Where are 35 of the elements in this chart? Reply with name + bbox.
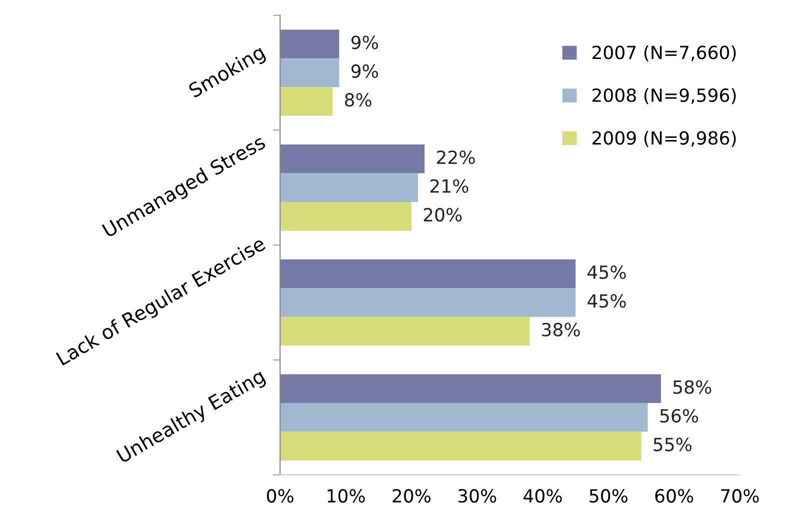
data-label: 58% (673, 380, 712, 394)
legend-label: 2009 (N=9,986) (592, 130, 736, 147)
x-tick-label: 0% (266, 489, 294, 503)
bar (280, 403, 648, 432)
x-tick-label: 30% (458, 489, 496, 503)
bar (280, 288, 576, 317)
data-label: 45% (588, 294, 626, 308)
bar (280, 144, 425, 174)
bar (280, 259, 576, 288)
x-tick-label: 60% (655, 489, 694, 503)
data-label: 21% (430, 179, 468, 193)
data-label: 8% (344, 93, 372, 107)
legend-label: 2007 (N=7,660) (592, 45, 736, 62)
bar (280, 173, 418, 202)
data-label: 22% (436, 150, 475, 164)
bar (280, 432, 642, 460)
bar (280, 316, 530, 346)
bar (280, 30, 340, 58)
x-tick-label: 40% (524, 489, 562, 503)
bar (280, 202, 412, 231)
bar (280, 374, 661, 404)
data-label: 9% (351, 36, 378, 50)
data-label: 45% (588, 265, 626, 280)
bar (280, 58, 340, 88)
x-tick-label: 20% (392, 489, 430, 503)
x-tick-label: 70% (721, 489, 759, 503)
data-label: 55% (654, 438, 692, 452)
data-label: 20% (424, 208, 462, 222)
x-tick-label: 50% (590, 489, 628, 503)
data-label: 38% (542, 322, 580, 336)
bar (280, 87, 333, 116)
data-label: 9% (351, 64, 378, 78)
data-label: 56% (660, 408, 698, 423)
x-tick-label: 10% (328, 489, 365, 503)
legend-label: 2008 (N=9,596) (592, 88, 736, 104)
